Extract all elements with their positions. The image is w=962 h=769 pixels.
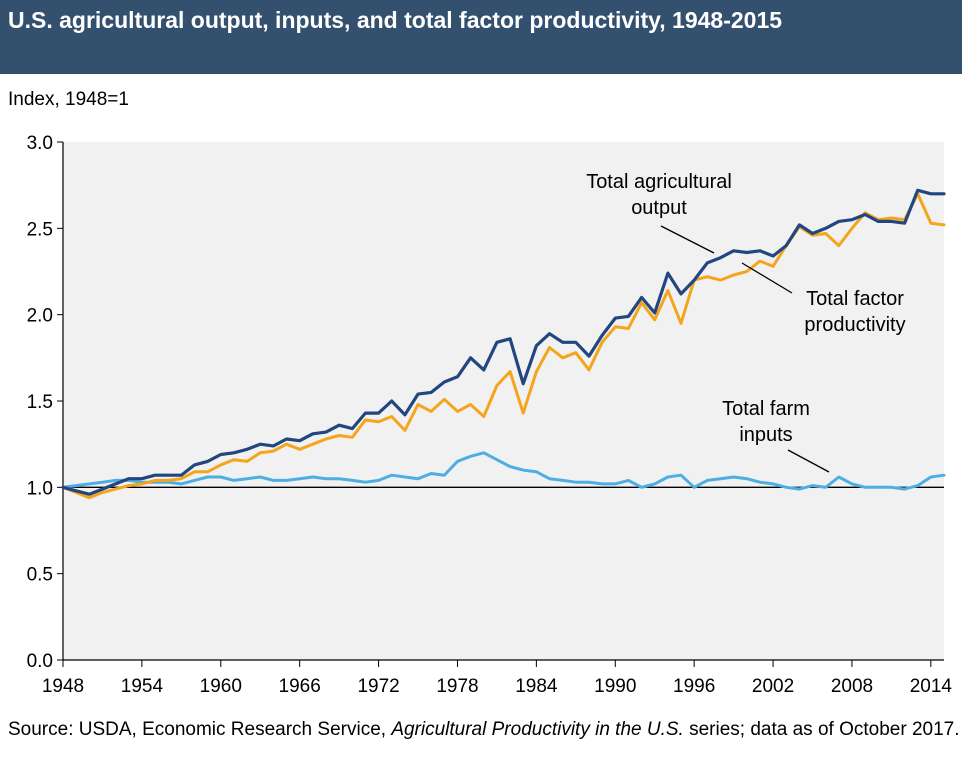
y-tick-label: 1.0 (27, 478, 53, 499)
series-line-total-agricultural-output (61, 188, 946, 496)
y-axis-label: Index, 1948=1 (8, 89, 129, 110)
x-tick-label: 1990 (594, 676, 636, 697)
series-label-total-farm-inputs: inputs (739, 424, 792, 446)
x-tick-label: 1954 (121, 676, 164, 697)
x-tick-label: 2002 (752, 676, 794, 697)
series-label-total-agricultural-output: Total agricultural (586, 171, 732, 193)
source-note: Source: USDA, Economic Research Service,… (8, 718, 960, 742)
series-label-total-agricultural-output: output (631, 197, 687, 219)
y-tick-label: 1.5 (27, 392, 53, 413)
y-tick-label: 2.5 (27, 219, 53, 240)
leader-line-total-farm-inputs (787, 449, 830, 473)
x-tick-label: 1966 (279, 676, 321, 697)
y-tick-label: 3.0 (27, 133, 53, 154)
series-label-total-factor-productivity: Total factor (806, 288, 904, 310)
source-prefix: Source: USDA, Economic Research Service, (8, 719, 392, 740)
x-tick-label: 2014 (910, 676, 953, 697)
plot-area (63, 142, 944, 660)
y-tick-label: 2.0 (27, 306, 53, 327)
x-tick-label: 1960 (200, 676, 242, 697)
leader-line-total-factor-productivity (741, 262, 793, 294)
x-tick-label: 1972 (357, 676, 399, 697)
leader-line-total-agricultural-output (660, 225, 715, 254)
chart-title: U.S. agricultural output, inputs, and to… (8, 7, 783, 33)
y-tick-label: 0.5 (27, 565, 53, 586)
x-tick-label: 1996 (673, 676, 715, 697)
series-label-total-factor-productivity: productivity (804, 314, 905, 336)
y-tick-label: 0.0 (27, 651, 53, 672)
source-series-title: Agricultural Productivity in the U.S. (391, 719, 684, 740)
series-label-total-farm-inputs: Total farm (722, 398, 810, 420)
x-tick-label: 2008 (831, 676, 873, 697)
series-line-total-farm-inputs (61, 451, 946, 491)
x-tick-label: 1984 (515, 676, 558, 697)
chart-header: U.S. agricultural output, inputs, and to… (0, 0, 962, 74)
x-tick-label: 1978 (436, 676, 478, 697)
x-tick-label: 1948 (42, 676, 84, 697)
source-suffix: series; data as of October 2017. (683, 719, 960, 740)
